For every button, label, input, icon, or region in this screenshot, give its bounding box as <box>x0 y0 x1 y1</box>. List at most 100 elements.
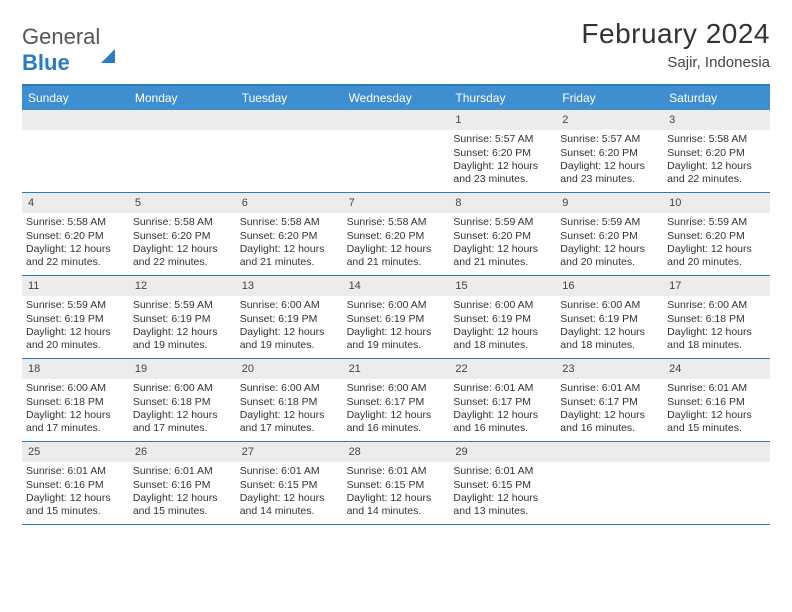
sunrise-line: Sunrise: 6:00 AM <box>26 382 125 395</box>
week-row: 25Sunrise: 6:01 AMSunset: 6:16 PMDayligh… <box>22 442 770 525</box>
weekday-wed: Wednesday <box>343 86 450 110</box>
day-number <box>663 442 770 462</box>
daylight-line: Daylight: 12 hours and 19 minutes. <box>347 326 446 353</box>
day-info: Sunrise: 5:59 AMSunset: 6:20 PMDaylight:… <box>667 216 766 270</box>
day-number: 16 <box>556 276 663 296</box>
sunset-line: Sunset: 6:20 PM <box>667 230 766 243</box>
day-number: 19 <box>129 359 236 379</box>
weekday-thu: Thursday <box>449 86 556 110</box>
daylight-line: Daylight: 12 hours and 16 minutes. <box>560 409 659 436</box>
day-info: Sunrise: 5:59 AMSunset: 6:20 PMDaylight:… <box>560 216 659 270</box>
daylight-line: Daylight: 12 hours and 21 minutes. <box>240 243 339 270</box>
sunset-line: Sunset: 6:19 PM <box>453 313 552 326</box>
day-info: Sunrise: 6:00 AMSunset: 6:19 PMDaylight:… <box>240 299 339 353</box>
day-cell: 18 Sunrise: 6:00 AMSunset: 6:18 PMDayligh… <box>22 359 129 441</box>
sunrise-line: Sunrise: 5:58 AM <box>347 216 446 229</box>
sunset-line: Sunset: 6:19 PM <box>26 313 125 326</box>
sunrise-line: Sunrise: 6:01 AM <box>347 465 446 478</box>
day-cell: 8Sunrise: 5:59 AMSunset: 6:20 PMDaylight… <box>449 193 556 275</box>
day-number: 12 <box>129 276 236 296</box>
day-number: 17 <box>663 276 770 296</box>
sunrise-line: Sunrise: 5:59 AM <box>560 216 659 229</box>
day-number: 22 <box>449 359 556 379</box>
calendar-grid: Sunday Monday Tuesday Wednesday Thursday… <box>22 84 770 525</box>
day-number: 18 <box>22 359 129 379</box>
sunset-line: Sunset: 6:20 PM <box>453 147 552 160</box>
sunset-line: Sunset: 6:16 PM <box>667 396 766 409</box>
sunset-line: Sunset: 6:15 PM <box>347 479 446 492</box>
sunrise-line: Sunrise: 6:00 AM <box>347 382 446 395</box>
sunrise-line: Sunrise: 5:58 AM <box>26 216 125 229</box>
daylight-line: Daylight: 12 hours and 14 minutes. <box>240 492 339 519</box>
day-info: Sunrise: 6:00 AMSunset: 6:18 PMDaylight:… <box>26 382 125 436</box>
day-info: Sunrise: 5:58 AMSunset: 6:20 PMDaylight:… <box>347 216 446 270</box>
sunset-line: Sunset: 6:17 PM <box>453 396 552 409</box>
day-number: 6 <box>236 193 343 213</box>
logo-word1: General <box>22 24 100 49</box>
day-info: Sunrise: 6:01 AMSunset: 6:16 PMDaylight:… <box>133 465 232 519</box>
sunrise-line: Sunrise: 6:00 AM <box>560 299 659 312</box>
day-cell: 5Sunrise: 5:58 AMSunset: 6:20 PMDaylight… <box>129 193 236 275</box>
sunset-line: Sunset: 6:17 PM <box>347 396 446 409</box>
daylight-line: Daylight: 12 hours and 15 minutes. <box>667 409 766 436</box>
logo: General Blue <box>22 18 115 76</box>
day-info: Sunrise: 6:01 AMSunset: 6:16 PMDaylight:… <box>667 382 766 436</box>
daylight-line: Daylight: 12 hours and 19 minutes. <box>133 326 232 353</box>
location-subtitle: Sajir, Indonesia <box>581 54 770 71</box>
daylight-line: Daylight: 12 hours and 18 minutes. <box>560 326 659 353</box>
day-cell: 4Sunrise: 5:58 AMSunset: 6:20 PMDaylight… <box>22 193 129 275</box>
header-row: General Blue February 2024 Sajir, Indone… <box>22 18 770 76</box>
day-cell: 3Sunrise: 5:58 AMSunset: 6:20 PMDaylight… <box>663 110 770 192</box>
day-number: 25 <box>22 442 129 462</box>
day-info: Sunrise: 6:01 AMSunset: 6:15 PMDaylight:… <box>453 465 552 519</box>
day-cell: 27Sunrise: 6:01 AMSunset: 6:15 PMDayligh… <box>236 442 343 524</box>
day-info: Sunrise: 6:00 AMSunset: 6:18 PMDaylight:… <box>240 382 339 436</box>
sunrise-line: Sunrise: 5:58 AM <box>240 216 339 229</box>
day-info: Sunrise: 5:58 AMSunset: 6:20 PMDaylight:… <box>133 216 232 270</box>
day-number: 21 <box>343 359 450 379</box>
sunrise-line: Sunrise: 6:00 AM <box>347 299 446 312</box>
sunset-line: Sunset: 6:19 PM <box>560 313 659 326</box>
day-number: 10 <box>663 193 770 213</box>
day-cell: 12Sunrise: 5:59 AMSunset: 6:19 PMDayligh… <box>129 276 236 358</box>
daylight-line: Daylight: 12 hours and 20 minutes. <box>667 243 766 270</box>
sunrise-line: Sunrise: 6:00 AM <box>667 299 766 312</box>
day-cell: 26Sunrise: 6:01 AMSunset: 6:16 PMDayligh… <box>129 442 236 524</box>
page-title: February 2024 <box>581 18 770 50</box>
week-row: 18 Sunrise: 6:00 AMSunset: 6:18 PMDayligh… <box>22 359 770 442</box>
calendar-page: General Blue February 2024 Sajir, Indone… <box>0 0 792 612</box>
day-cell <box>129 110 236 192</box>
title-block: February 2024 Sajir, Indonesia <box>581 18 770 71</box>
sunrise-line: Sunrise: 5:57 AM <box>560 133 659 146</box>
day-info: Sunrise: 6:01 AMSunset: 6:16 PMDaylight:… <box>26 465 125 519</box>
day-cell: 20Sunrise: 6:00 AMSunset: 6:18 PMDayligh… <box>236 359 343 441</box>
day-cell: 1Sunrise: 5:57 AMSunset: 6:20 PMDaylight… <box>449 110 556 192</box>
daylight-line: Daylight: 12 hours and 22 minutes. <box>26 243 125 270</box>
weekday-sun: Sunday <box>22 86 129 110</box>
day-info: Sunrise: 6:00 AMSunset: 6:19 PMDaylight:… <box>347 299 446 353</box>
daylight-line: Daylight: 12 hours and 17 minutes. <box>26 409 125 436</box>
day-cell: 23Sunrise: 6:01 AMSunset: 6:17 PMDayligh… <box>556 359 663 441</box>
sunrise-line: Sunrise: 6:01 AM <box>240 465 339 478</box>
sunrise-line: Sunrise: 6:01 AM <box>453 382 552 395</box>
sunset-line: Sunset: 6:20 PM <box>667 147 766 160</box>
daylight-line: Daylight: 12 hours and 22 minutes. <box>667 160 766 187</box>
sunset-line: Sunset: 6:15 PM <box>453 479 552 492</box>
sunset-line: Sunset: 6:20 PM <box>560 147 659 160</box>
day-info: Sunrise: 6:00 AMSunset: 6:17 PMDaylight:… <box>347 382 446 436</box>
day-cell: 11Sunrise: 5:59 AMSunset: 6:19 PMDayligh… <box>22 276 129 358</box>
day-cell <box>22 110 129 192</box>
day-cell: 24Sunrise: 6:01 AMSunset: 6:16 PMDayligh… <box>663 359 770 441</box>
day-cell: 7Sunrise: 5:58 AMSunset: 6:20 PMDaylight… <box>343 193 450 275</box>
weekday-mon: Monday <box>129 86 236 110</box>
day-cell: 22Sunrise: 6:01 AMSunset: 6:17 PMDayligh… <box>449 359 556 441</box>
day-info: Sunrise: 6:01 AMSunset: 6:15 PMDaylight:… <box>240 465 339 519</box>
daylight-line: Daylight: 12 hours and 16 minutes. <box>347 409 446 436</box>
sunset-line: Sunset: 6:20 PM <box>347 230 446 243</box>
sunset-line: Sunset: 6:20 PM <box>453 230 552 243</box>
sunset-line: Sunset: 6:17 PM <box>560 396 659 409</box>
day-cell: 28Sunrise: 6:01 AMSunset: 6:15 PMDayligh… <box>343 442 450 524</box>
day-number: 1 <box>449 110 556 130</box>
day-cell: 17Sunrise: 6:00 AMSunset: 6:18 PMDayligh… <box>663 276 770 358</box>
daylight-line: Daylight: 12 hours and 19 minutes. <box>240 326 339 353</box>
